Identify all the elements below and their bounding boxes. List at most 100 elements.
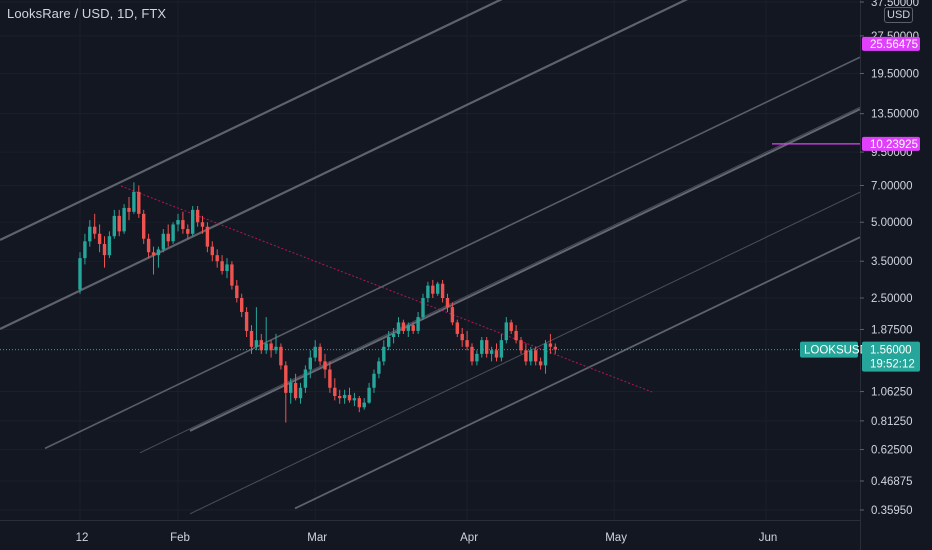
- price-tags: 25.56475 10.23925 LOOKSUSD 1.56000 19:52:12: [800, 36, 920, 372]
- y-tick-label: 37.50000: [871, 0, 919, 9]
- candle-body: [200, 222, 205, 227]
- candle-body: [107, 236, 112, 256]
- candle-body: [171, 224, 175, 242]
- candle-body: [450, 307, 455, 323]
- candle-body: [156, 249, 161, 256]
- candle-body: [445, 298, 450, 308]
- candle-body: [313, 346, 317, 358]
- candle-body: [132, 191, 136, 212]
- symbol-tag-label: LOOKSUSD: [804, 345, 868, 357]
- x-tick-label: 12: [76, 532, 89, 544]
- current-price-value: 1.56000: [870, 345, 912, 357]
- y-tick-label: 0.62500: [871, 445, 913, 457]
- candle-body: [289, 382, 293, 393]
- candle-body: [529, 350, 533, 362]
- y-tick-label: 5.00000: [871, 217, 913, 229]
- level-tag-value: 25.56475: [870, 39, 918, 51]
- candle-body: [259, 340, 263, 351]
- candle-body: [161, 233, 165, 250]
- time-axis-panel: [0, 520, 860, 550]
- candle-body: [274, 346, 278, 351]
- y-tick-label: 13.50000: [871, 109, 919, 121]
- candle-body: [534, 350, 538, 362]
- y-tick-label: 1.87500: [871, 324, 913, 336]
- candle-body: [230, 264, 234, 286]
- candle-body: [440, 283, 445, 299]
- candle-body: [151, 252, 156, 256]
- candle-body: [137, 191, 141, 214]
- candle-body: [195, 209, 200, 223]
- candle-body: [455, 322, 459, 334]
- candle-body: [254, 340, 259, 347]
- candle-body: [284, 365, 288, 393]
- grid: [0, 0, 860, 520]
- candle-body: [436, 283, 440, 294]
- candle-body: [470, 346, 474, 362]
- price-axis-panel: [860, 0, 932, 550]
- candle-body: [215, 255, 219, 262]
- candle-body: [548, 343, 553, 347]
- candle-body: [225, 264, 229, 272]
- channel-line: [44, 56, 860, 450]
- candle-body: [186, 229, 190, 234]
- x-tick-label: Jun: [759, 532, 778, 544]
- candle-body: [142, 213, 146, 239]
- y-tick-label: 1.06250: [871, 387, 913, 399]
- channel-line: [0, 0, 503, 241]
- candle-body: [240, 298, 244, 312]
- y-tick-label: 0.46875: [871, 476, 913, 488]
- candle-body: [83, 241, 87, 259]
- chart-title: LooksRare / USD, 1D, FTX: [7, 6, 167, 21]
- candles: [78, 182, 557, 423]
- candle-body: [269, 343, 273, 351]
- candle-body: [220, 261, 224, 272]
- y-tick-label: 2.50000: [871, 293, 913, 305]
- channel-line: [294, 236, 860, 510]
- candle-body: [342, 394, 347, 399]
- bar-countdown: 19:52:12: [870, 359, 915, 371]
- currency-selector[interactable]: USD: [884, 7, 914, 23]
- candle-body: [372, 373, 376, 388]
- x-tick-label: Feb: [170, 532, 190, 544]
- candle-body: [318, 346, 322, 362]
- candle-body: [416, 317, 420, 331]
- candle-body: [264, 343, 268, 351]
- candle-body: [543, 343, 548, 366]
- candle-body: [465, 340, 469, 347]
- candle-body: [112, 215, 116, 237]
- candle-body: [205, 226, 210, 247]
- candle-body: [480, 340, 484, 354]
- candle-body: [406, 325, 410, 331]
- candle-body: [352, 398, 357, 401]
- candle-body: [88, 226, 92, 242]
- candle-body: [411, 325, 415, 331]
- candle-body: [298, 387, 303, 399]
- level-tag: [862, 36, 920, 51]
- candle-body: [338, 396, 342, 399]
- candle-body: [357, 398, 361, 408]
- candle-body: [377, 361, 381, 374]
- candle-body: [426, 285, 430, 299]
- y-tick-label: 3.50000: [871, 256, 913, 268]
- y-tick-label: 7.00000: [871, 180, 913, 192]
- level-tag: [862, 136, 920, 151]
- candle-body: [308, 357, 312, 370]
- candle-body: [538, 361, 543, 366]
- y-tick-label: 0.35950: [871, 505, 913, 517]
- candle-body: [347, 394, 352, 401]
- candle-body: [494, 350, 499, 358]
- candle-body: [382, 346, 386, 362]
- candle-body: [396, 322, 401, 334]
- candle-body: [519, 340, 523, 351]
- candle-body: [460, 333, 464, 341]
- candle-body: [401, 322, 406, 331]
- candle-body: [475, 353, 479, 362]
- candle-body: [293, 382, 298, 399]
- candle-body: [514, 330, 518, 341]
- channel-line: [139, 106, 860, 454]
- candle-body: [553, 346, 557, 350]
- candle-body: [367, 387, 371, 403]
- x-tick-label: May: [605, 532, 627, 544]
